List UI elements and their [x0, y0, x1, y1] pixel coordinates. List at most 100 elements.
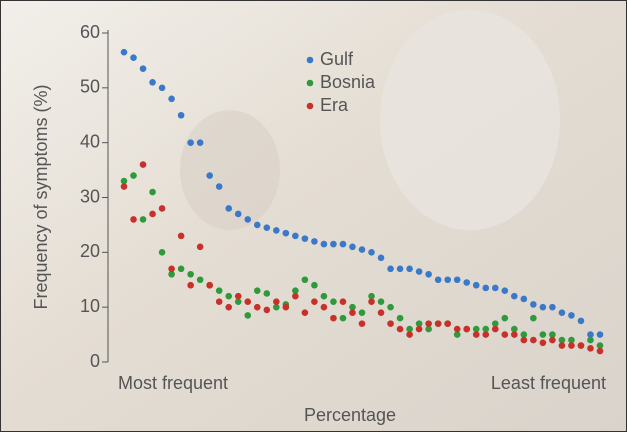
point	[292, 233, 299, 240]
point	[225, 304, 232, 311]
point	[330, 241, 337, 248]
point	[168, 265, 175, 272]
point	[311, 282, 318, 289]
point	[302, 276, 309, 283]
point	[254, 304, 261, 311]
point	[530, 337, 537, 344]
point	[359, 309, 366, 316]
point	[340, 298, 347, 305]
point	[159, 205, 166, 212]
point	[330, 298, 337, 305]
point	[406, 331, 413, 338]
point	[492, 285, 499, 292]
point	[359, 246, 366, 253]
point	[321, 293, 328, 300]
point	[321, 304, 328, 311]
point	[368, 298, 375, 305]
point	[140, 65, 147, 72]
legend-marker	[307, 80, 314, 87]
point	[330, 315, 337, 322]
legend-label: Era	[320, 95, 349, 115]
photo-figure	[380, 10, 560, 230]
point	[187, 139, 194, 146]
point	[368, 249, 375, 256]
point	[168, 96, 175, 103]
point	[216, 298, 223, 305]
y-tick-label: 20	[80, 241, 100, 261]
y-axis-label: Frequency of symptoms (%)	[31, 84, 51, 309]
point	[121, 183, 128, 190]
point	[387, 320, 394, 327]
point	[502, 315, 509, 322]
point	[254, 222, 261, 229]
point	[416, 268, 423, 275]
x-axis-label: Percentage	[304, 405, 396, 425]
point	[378, 298, 385, 305]
point	[235, 211, 242, 218]
point	[425, 320, 432, 327]
point	[502, 287, 509, 294]
point	[435, 276, 442, 283]
point	[292, 293, 299, 300]
point	[492, 326, 499, 333]
point	[587, 337, 594, 344]
point	[587, 345, 594, 352]
point	[264, 224, 271, 231]
point	[216, 183, 223, 190]
point	[406, 265, 413, 272]
point	[244, 312, 251, 319]
point	[197, 276, 204, 283]
point	[359, 320, 366, 327]
point	[387, 265, 394, 272]
point	[273, 298, 280, 305]
point	[454, 326, 461, 333]
legend-marker	[307, 57, 314, 64]
legend-label: Gulf	[320, 49, 354, 69]
legend-marker	[307, 103, 314, 110]
point	[463, 326, 470, 333]
point	[349, 309, 356, 316]
point	[568, 312, 575, 319]
point	[283, 304, 290, 311]
point	[121, 49, 128, 56]
point	[178, 265, 185, 272]
point	[540, 304, 547, 311]
point	[149, 79, 156, 86]
point	[578, 342, 585, 349]
point	[597, 331, 604, 338]
x-end-label: Least frequent	[491, 373, 606, 393]
point	[511, 293, 518, 300]
point	[559, 342, 566, 349]
point	[159, 85, 166, 92]
point	[178, 233, 185, 240]
y-tick-label: 60	[80, 22, 100, 42]
point	[311, 238, 318, 245]
point	[540, 331, 547, 338]
point	[349, 244, 356, 251]
y-tick-label: 40	[80, 131, 100, 151]
photo-figure	[180, 110, 280, 230]
point	[149, 189, 156, 196]
point	[511, 331, 518, 338]
point	[530, 301, 537, 308]
y-tick-label: 30	[80, 186, 100, 206]
point	[578, 318, 585, 325]
point	[416, 326, 423, 333]
point	[378, 255, 385, 262]
point	[197, 244, 204, 251]
point	[321, 241, 328, 248]
chart: Frequency of symptoms (%) Percentage Mos…	[0, 0, 627, 432]
point	[397, 326, 404, 333]
point	[206, 172, 213, 179]
point	[425, 271, 432, 278]
point	[244, 216, 251, 223]
point	[140, 161, 147, 168]
point	[444, 276, 451, 283]
point	[559, 309, 566, 316]
y-tick-label: 50	[80, 77, 100, 97]
point	[244, 298, 251, 305]
point	[130, 216, 137, 223]
point	[149, 211, 156, 218]
point	[254, 287, 261, 294]
point	[130, 172, 137, 179]
